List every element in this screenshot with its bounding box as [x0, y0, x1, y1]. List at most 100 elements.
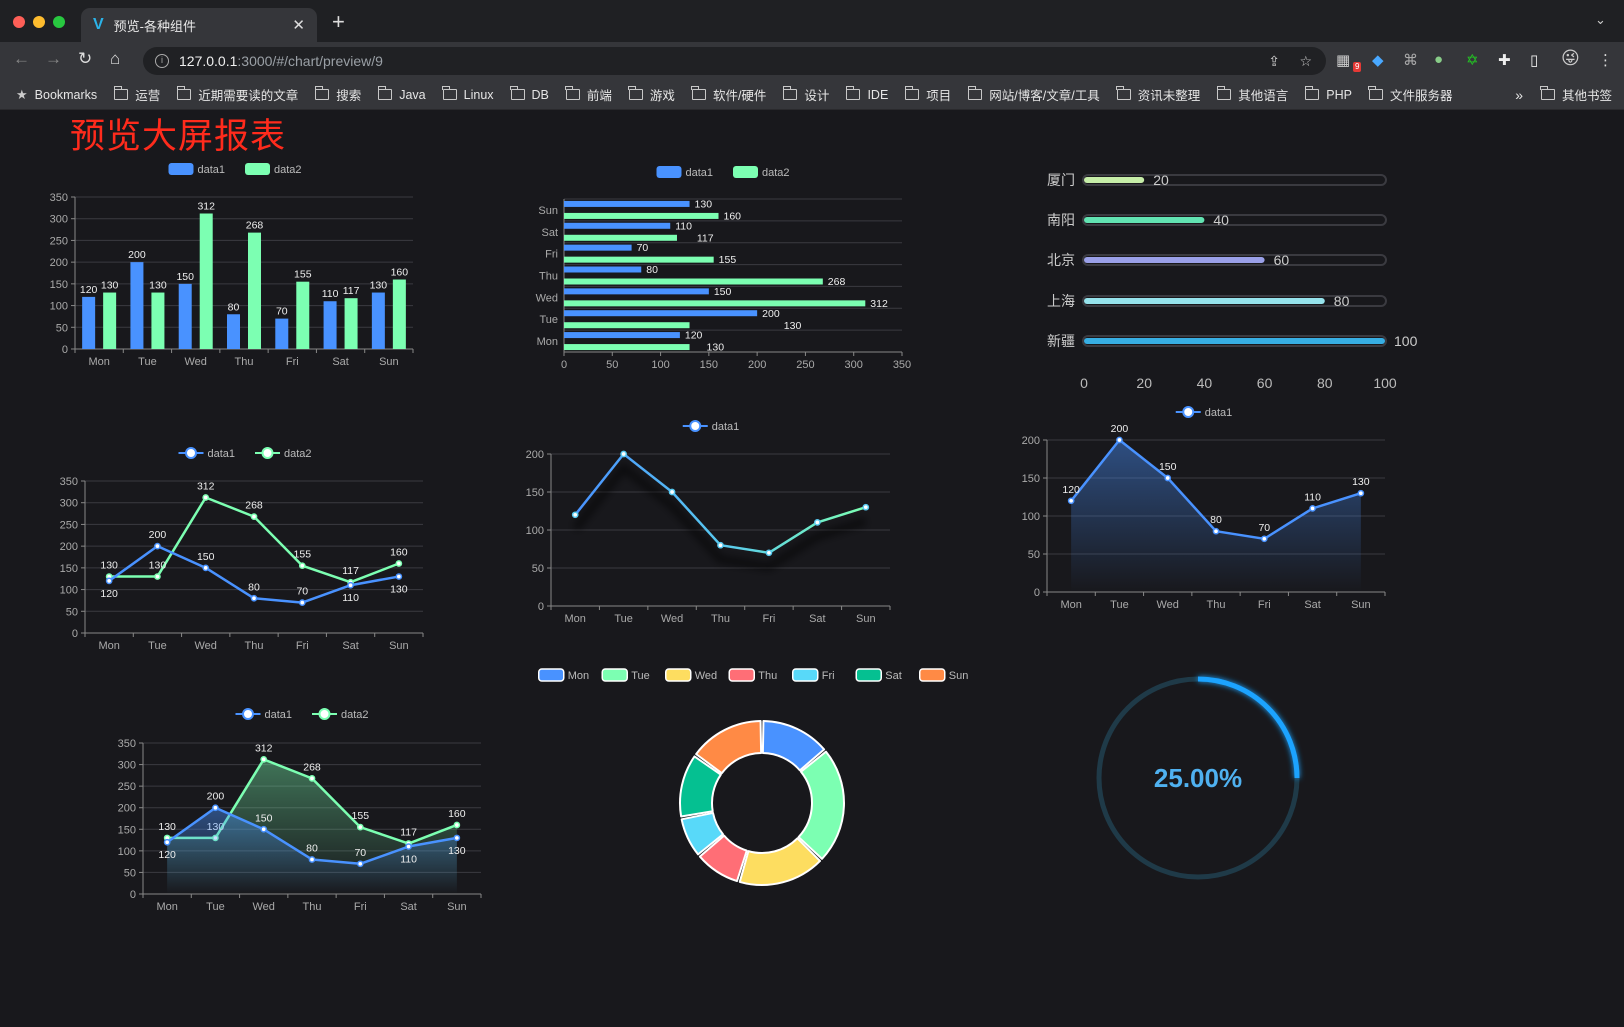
bookmark-star-icon[interactable]: ☆	[1299, 52, 1312, 69]
data-point	[298, 599, 306, 606]
bar	[371, 292, 385, 349]
bar	[392, 279, 406, 349]
legend-item[interactable]: Wed	[665, 668, 717, 682]
legend-item[interactable]: Fri	[792, 668, 835, 682]
progress-fill	[1084, 338, 1385, 344]
bookmark-label: 其他书签	[1561, 89, 1612, 103]
data-label: 150	[197, 551, 215, 563]
legend-item[interactable]: data2	[312, 708, 369, 721]
bookmark-folder[interactable]: PHP	[1304, 86, 1352, 102]
folder-icon	[176, 86, 192, 100]
reload-icon[interactable]: ↻	[78, 49, 93, 68]
bookmark-folder[interactable]: 游戏	[628, 85, 675, 104]
y-tick-label: 150	[118, 824, 136, 836]
other-bookmarks-folder[interactable]: 其他书签	[1540, 85, 1612, 104]
minimize-window-button[interactable]	[33, 16, 45, 28]
donut-slice	[797, 750, 845, 860]
maximize-window-button[interactable]	[53, 16, 65, 28]
legend-label: data1	[198, 164, 226, 176]
bookmark-folder[interactable]: 前端	[565, 85, 612, 104]
x-tick-label: Tue	[148, 640, 167, 652]
x-tick-label: Tue	[206, 901, 225, 913]
extension-icon[interactable]: ▦	[1336, 52, 1351, 69]
legend-label: data2	[284, 448, 312, 460]
bookmark-folder[interactable]: 搜索	[314, 85, 362, 104]
avatar[interactable]: 😜	[1561, 48, 1580, 68]
legend-item[interactable]: data1	[1175, 406, 1233, 419]
bookmark-label: 搜索	[336, 89, 362, 103]
data-label: 120	[100, 588, 118, 600]
share-icon[interactable]: ⇪	[1268, 52, 1280, 69]
command-extension-icon[interactable]: ⌘	[1403, 52, 1418, 69]
data-label: 110	[400, 854, 417, 866]
legend-item[interactable]: data2	[255, 447, 312, 460]
legend-swatch-icon	[792, 668, 819, 682]
legend-swatch-icon	[601, 668, 628, 682]
bookmark-folder[interactable]: 近期需要读的文章	[176, 85, 298, 104]
star-extension-icon[interactable]: ✡	[1466, 52, 1479, 69]
x-tick-label: 350	[893, 359, 911, 371]
data-label: 130	[784, 320, 802, 332]
tab-search-chevron-icon[interactable]: ⌄	[1595, 12, 1606, 27]
legend-marker-icon	[185, 447, 197, 459]
legend-item[interactable]: Tue	[601, 668, 650, 682]
close-window-button[interactable]	[13, 16, 25, 28]
progress-fill	[1084, 298, 1325, 304]
bookmark-folder[interactable]: 软件/硬件	[691, 85, 766, 104]
bookmarks-manager[interactable]: ★ Bookmarks	[16, 87, 97, 103]
y-tick-label: 50	[124, 867, 136, 879]
data-point	[356, 860, 364, 868]
bookmark-folder[interactable]: IDE	[845, 86, 889, 102]
data-point	[212, 804, 219, 812]
legend-item[interactable]: data1	[235, 708, 293, 721]
new-tab-button[interactable]: +	[332, 9, 345, 34]
x-tick-label: 100	[651, 359, 669, 371]
area-chart: data1 0 50 100 150 200 Mon Tue Wed Thu Fri Sat Sun 12…	[1022, 406, 1386, 611]
bookmark-folder[interactable]: 其他语言	[1216, 85, 1288, 104]
bookmark-folder[interactable]: Java	[377, 86, 426, 102]
legend-item[interactable]: data1	[682, 420, 740, 433]
legend-item[interactable]: data2	[245, 163, 302, 176]
legend-label: Fri	[822, 670, 835, 682]
site-info-icon[interactable]: i	[155, 54, 169, 68]
data-point	[571, 511, 579, 519]
bookmark-folder[interactable]: 文件服务器	[1368, 85, 1452, 104]
bookmark-folder[interactable]: 运营	[113, 85, 160, 104]
side-panel-icon[interactable]: ▯	[1530, 52, 1539, 69]
menu-icon[interactable]: ⋮	[1598, 52, 1613, 69]
data-point	[668, 488, 676, 496]
bookmark-folder[interactable]: Linux	[442, 86, 494, 102]
bookmark-folder[interactable]: 资讯未整理	[1116, 85, 1200, 104]
address-bar[interactable]: i 127.0.0.1:3000/#/chart/preview/9 ⇪ ☆	[143, 47, 1326, 75]
home-icon[interactable]: ⌂	[110, 49, 121, 68]
legend-item[interactable]: Sun	[919, 668, 969, 682]
legend-item[interactable]: data2	[733, 166, 790, 179]
back-icon[interactable]: ←	[13, 49, 30, 68]
bookmark-folder[interactable]: DB	[510, 86, 549, 102]
puzzle-extensions-icon[interactable]: ✚	[1498, 52, 1511, 69]
bookmark-folder[interactable]: 项目	[904, 85, 951, 104]
data-label: 130	[370, 280, 388, 292]
y-tick-label: 350	[118, 738, 136, 750]
bookmark-folder[interactable]: 设计	[782, 85, 829, 104]
y-tick-label: 250	[60, 519, 78, 531]
browser-tab[interactable]: V 预览-各种组件 ✕	[81, 8, 317, 42]
x-tick-label: Sun	[856, 613, 876, 625]
legend-item[interactable]: Thu	[728, 668, 777, 682]
close-tab-icon[interactable]: ✕	[292, 17, 305, 34]
legend-item[interactable]: data1	[168, 163, 226, 176]
bookmark-label: IDE	[867, 87, 889, 102]
legend-swatch-icon	[656, 166, 682, 178]
legend-item[interactable]: data1	[178, 447, 236, 460]
forward-icon[interactable]: →	[45, 49, 62, 68]
bookmarks-overflow-button[interactable]: »	[1515, 86, 1523, 103]
circle-extension-icon[interactable]: ●	[1434, 51, 1444, 68]
legend-item[interactable]: Sat	[855, 668, 902, 682]
legend-item[interactable]: Mon	[538, 668, 589, 682]
gem-extension-icon[interactable]: ◆	[1372, 52, 1384, 69]
bookmark-folder[interactable]: 网站/博客/文章/工具	[967, 85, 1100, 104]
legend-item[interactable]: data1	[656, 166, 714, 179]
bookmark-label: 游戏	[649, 89, 675, 103]
data-point	[154, 573, 161, 580]
y-tick-label: Sat	[541, 227, 558, 239]
